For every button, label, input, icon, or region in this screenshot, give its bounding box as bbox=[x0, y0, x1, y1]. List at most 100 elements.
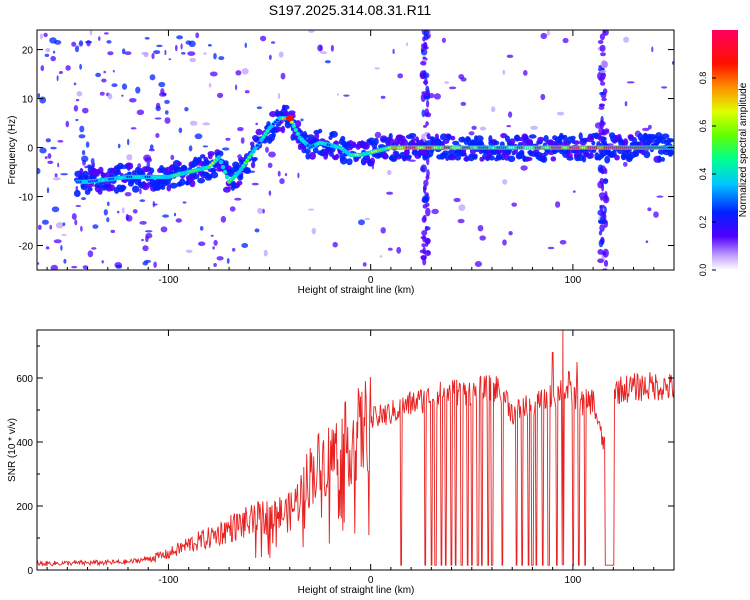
spectrogram-ridge-core bbox=[257, 141, 261, 144]
spectrogram-speckle bbox=[45, 138, 51, 143]
spectrogram-ridge-halo bbox=[335, 153, 340, 159]
spectrogram-ridge-halo bbox=[243, 167, 251, 173]
spectrogram-streak bbox=[421, 109, 426, 118]
spectrogram-speckle bbox=[213, 263, 217, 267]
spectrogram-speckle bbox=[55, 222, 64, 229]
spectrogram-speckle bbox=[502, 69, 506, 75]
spectrogram-speckle bbox=[144, 230, 153, 233]
spectrogram-ridge-halo bbox=[329, 130, 338, 138]
spectrogram-speckle bbox=[154, 117, 162, 120]
spectrogram-ridge-halo bbox=[207, 151, 215, 157]
spectrogram-speckle bbox=[502, 239, 507, 246]
spectrogram-speckle bbox=[74, 45, 80, 53]
spectrogram-speckle bbox=[165, 110, 169, 115]
spectrogram-ridge-halo bbox=[493, 140, 500, 146]
spectrogram-speckle bbox=[43, 32, 48, 38]
spectrogram-speckle bbox=[364, 217, 371, 221]
spectrogram-ridge-core bbox=[261, 135, 266, 138]
spectrogram-speckle bbox=[458, 204, 466, 212]
spectrogram-streak bbox=[422, 72, 430, 79]
spectrogram-ridge-halo bbox=[643, 150, 651, 159]
spectrogram-speckle bbox=[145, 232, 153, 239]
spectrogram-ridge-halo bbox=[507, 155, 516, 163]
spectrogram-speckle bbox=[656, 195, 664, 198]
spectrogram-speckle bbox=[39, 96, 47, 104]
spectrogram-streak bbox=[602, 178, 609, 185]
spectrogram-ridge-halo bbox=[108, 184, 115, 192]
spectrogram-speckle bbox=[202, 145, 208, 148]
spectrogram-speckle bbox=[182, 201, 187, 204]
snr-ylabel: SNR (10 * v/v) bbox=[7, 418, 18, 482]
spectrogram-ridge-core bbox=[263, 132, 268, 135]
spectrogram-streak bbox=[601, 97, 607, 102]
spectrogram-speckle bbox=[212, 246, 215, 250]
spectrogram-ridge-core bbox=[249, 153, 253, 156]
snr-panel: -100 0 100 0 200 400 600 Height of straight li… bbox=[7, 329, 675, 596]
spectrogram-speckle bbox=[188, 145, 193, 152]
spectrogram-speckle bbox=[89, 30, 93, 36]
spectrogram-speckle bbox=[151, 53, 155, 60]
spectrogram-speckle bbox=[207, 44, 212, 47]
spectrogram-ridge-halo bbox=[117, 162, 124, 170]
spectrogram-ridge-halo bbox=[591, 140, 596, 146]
spectrogram-ridge-halo bbox=[400, 138, 408, 147]
spectrogram-speckle bbox=[61, 233, 67, 236]
spectrogram-speckle bbox=[448, 86, 457, 90]
spectrogram-speckle bbox=[141, 238, 144, 242]
spectrogram-speckle bbox=[84, 165, 88, 169]
spectrogram-streak bbox=[422, 80, 429, 85]
spectrogram-speckle bbox=[241, 68, 249, 75]
spectrogram-streak bbox=[420, 93, 426, 103]
spectrogram-speckle bbox=[74, 219, 78, 226]
spectrogram-ridge-halo bbox=[176, 161, 182, 167]
spectrogram-ridge-halo bbox=[403, 149, 410, 156]
spectrogram-speckle bbox=[110, 229, 116, 234]
spectrogram-speckle bbox=[229, 206, 236, 212]
spectrogram-ridge-halo bbox=[589, 152, 594, 159]
spectrogram-speckle bbox=[75, 186, 79, 191]
spectrogram-ridge-halo bbox=[73, 189, 81, 198]
spectrogram-speckle bbox=[162, 92, 167, 96]
spectrogram-speckle bbox=[155, 102, 161, 109]
spectrogram-speckle bbox=[444, 81, 450, 84]
spectrogram-streak bbox=[421, 243, 426, 248]
spectrogram-ridge-halo bbox=[660, 157, 665, 162]
spectrogram-ridge-halo bbox=[601, 136, 607, 141]
spectrogram-ridge-halo bbox=[465, 137, 470, 142]
spectrogram-speckle bbox=[653, 211, 659, 218]
spectrogram-speckle bbox=[397, 73, 404, 79]
spectrogram-speckle bbox=[107, 93, 113, 100]
snr-ytick-label: 400 bbox=[16, 438, 33, 449]
spectrogram-speckle bbox=[337, 93, 339, 96]
spectrogram-speckle bbox=[129, 98, 137, 103]
spectrogram-ridge-halo bbox=[550, 156, 557, 162]
spectrogram-speckle bbox=[332, 241, 338, 248]
spectrogram-ridge-halo bbox=[382, 152, 388, 160]
spectrogram-streak bbox=[423, 124, 427, 128]
spectrogram-speckle bbox=[148, 148, 155, 152]
spectrogram-speckle bbox=[379, 255, 383, 258]
spectrogram-speckle bbox=[254, 228, 260, 233]
spectrogram-speckle bbox=[65, 120, 70, 128]
spectrogram-ridge-halo bbox=[442, 150, 450, 155]
spectrogram-speckle bbox=[277, 170, 281, 177]
spectrogram-streak bbox=[599, 204, 603, 209]
spectrogram-ridge-halo bbox=[488, 155, 495, 161]
spectrogram-speckle bbox=[362, 262, 367, 267]
figure-title: S197.2025.314.08.31.R11 bbox=[269, 2, 432, 18]
spectrogram-speckle bbox=[358, 219, 365, 226]
spectrogram-ridge-halo bbox=[450, 154, 456, 161]
spectrogram-speckle bbox=[47, 160, 54, 164]
spectrogram-speckle bbox=[71, 213, 77, 220]
spectrogram-speckle bbox=[460, 101, 467, 106]
spectrogram-speckle bbox=[175, 44, 178, 52]
spectrogram-speckle bbox=[645, 240, 649, 243]
spectrogram-speckle bbox=[125, 213, 129, 221]
snr-xtick-label: 100 bbox=[565, 575, 582, 586]
spectrogram-speckle bbox=[330, 44, 334, 52]
spectrogram-ridge-halo bbox=[173, 166, 182, 173]
spectrogram-speckle bbox=[343, 94, 350, 97]
spectrogram-streak bbox=[424, 238, 431, 244]
spectrogram-speckle bbox=[60, 173, 69, 176]
spectrogram-speckle bbox=[241, 243, 249, 248]
